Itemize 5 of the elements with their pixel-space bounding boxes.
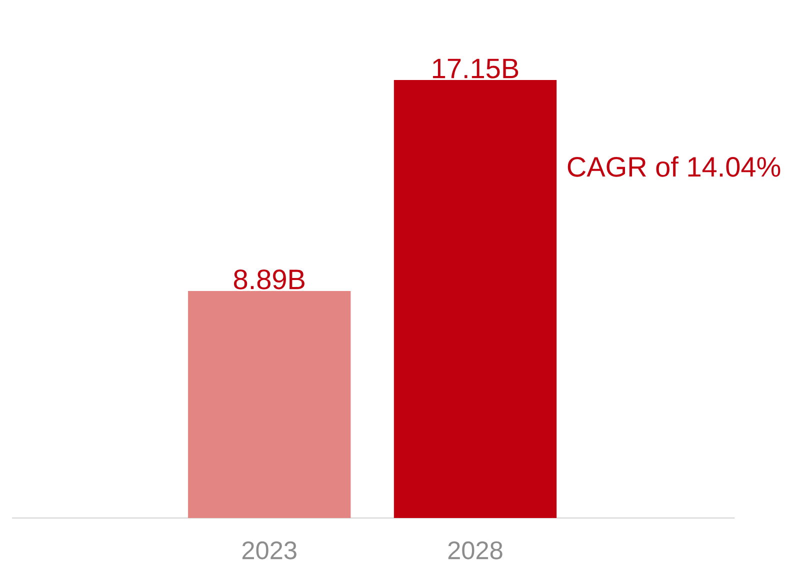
annotation: CAGR of 14.04% <box>568 156 780 177</box>
data-label: 8.89B <box>234 270 304 290</box>
x-tick-label: 2028 <box>448 541 502 560</box>
x-tick-label: 2023 <box>242 541 296 560</box>
data-label: 17.15B <box>433 58 518 78</box>
